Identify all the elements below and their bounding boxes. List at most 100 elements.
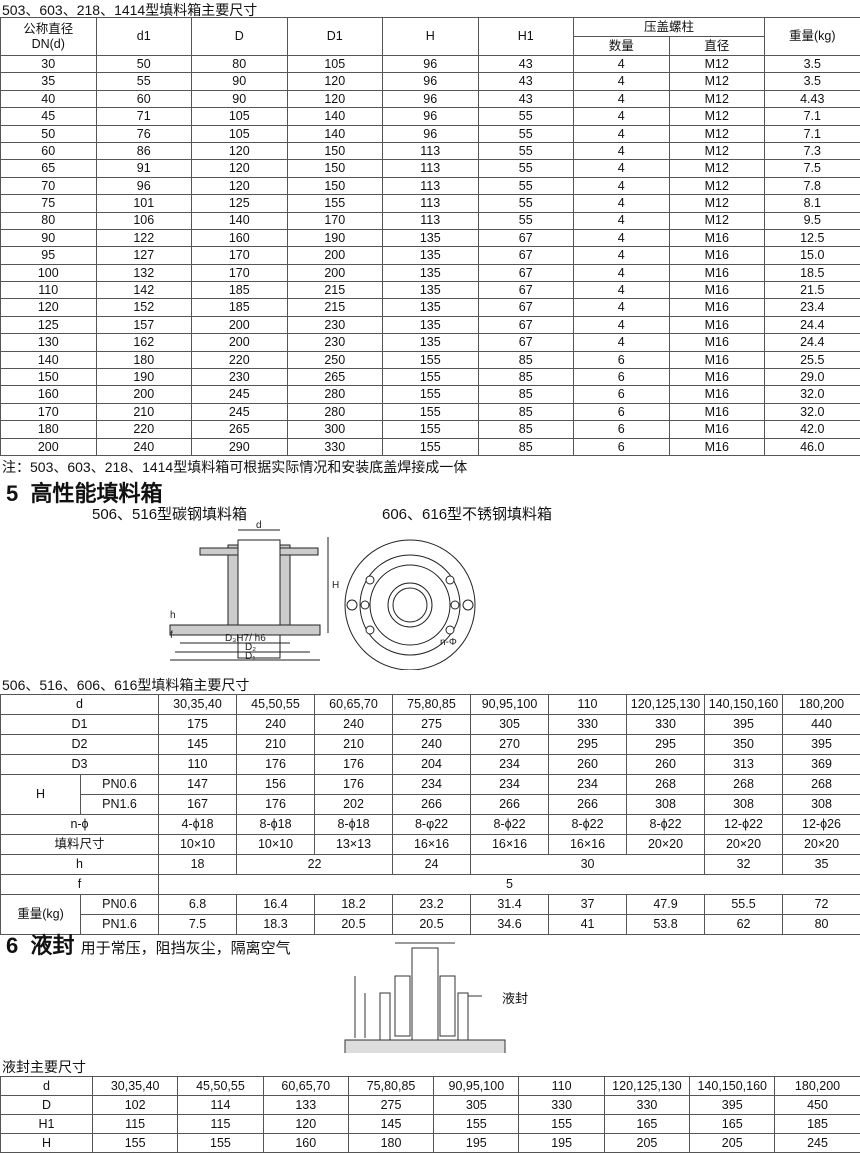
table-cell: 4	[573, 89, 670, 109]
table-cell: 65	[0, 159, 97, 178]
table-cell: 240	[95, 437, 192, 456]
row-label: D	[0, 1095, 93, 1115]
table-cell: 115	[91, 1114, 179, 1134]
table-cell: 180	[95, 350, 192, 370]
table2-title: 506、516、606、616型填料箱主要尺寸	[2, 677, 250, 693]
table-cell: 60	[0, 141, 97, 161]
table-cell: 85	[477, 420, 574, 439]
table-cell: 55.5	[704, 894, 784, 915]
table-row: 120 152 185 215 135 67 4 M16 23.4	[0, 298, 860, 317]
table-cell: 135	[382, 263, 479, 283]
table-cell: 369	[782, 754, 860, 775]
table-cell: 113	[382, 141, 479, 161]
table-cell: 20.5	[314, 914, 394, 935]
table-cell: 125	[191, 194, 288, 213]
table-cell: 50	[95, 54, 192, 74]
table3-title: 液封主要尺寸	[2, 1059, 86, 1075]
table-cell: 35	[0, 72, 97, 91]
table-cell: 127	[95, 246, 192, 265]
table-cell: 395	[782, 734, 860, 755]
table-cell: 268	[782, 774, 860, 795]
table-cell: 155	[382, 350, 479, 370]
table-cell: M12	[668, 194, 766, 213]
table-cell: M16	[668, 368, 766, 387]
table-cell: 32.0	[764, 402, 860, 422]
table1-title: 503、603、218、1414型填料箱主要尺寸	[2, 2, 258, 18]
header-quantity: 数量	[573, 36, 670, 56]
table-cell: 450	[774, 1095, 860, 1115]
table-cell: 60,65,70	[262, 1076, 349, 1096]
table-cell: 47.9	[626, 894, 706, 915]
table-cell: 155	[382, 385, 479, 404]
table-cell: 204	[392, 754, 472, 775]
table-cell: 91	[95, 159, 192, 178]
table-cell: 67	[477, 263, 574, 283]
table-cell: 35	[782, 854, 860, 875]
table-cell: 155	[433, 1114, 520, 1134]
table-cell: 43	[477, 89, 574, 109]
table-cell: 308	[782, 794, 860, 815]
table-cell: 30	[0, 54, 97, 74]
table-cell: 275	[392, 714, 472, 735]
table-row: 填料尺寸 10×10 10×10 13×13 16×16 16×16 16×16 20×20 2…	[0, 834, 860, 855]
table-cell: 135	[382, 298, 479, 317]
table-cell: 4-ϕ18	[158, 814, 238, 835]
table-row: D3 110 176 176 204 234 260 260 313 369	[0, 754, 860, 775]
table-cell: 195	[433, 1133, 520, 1153]
table-cell: 205	[689, 1133, 776, 1153]
table-cell: 90	[191, 72, 288, 91]
table-cell: 96	[95, 176, 192, 196]
table-cell: 210	[314, 734, 394, 755]
table-cell: 160	[262, 1133, 349, 1153]
table-row: 130 162 200 230 135 67 4 M16 24.4	[0, 333, 860, 352]
table-cell: 176	[314, 754, 394, 775]
table-cell: 305	[470, 714, 550, 735]
table-cell: 165	[689, 1114, 776, 1134]
table-row: D2 145 210 210 240 270 295 295 350 395	[0, 734, 860, 755]
table-row: 100 132 170 200 135 67 4 M16 18.5	[0, 263, 860, 283]
caption-carbon-steel: 506、516型碳钢填料箱	[92, 506, 248, 523]
table-row: 170 210 245 280 155 85 6 M16 32.0	[0, 402, 860, 422]
table-cell: 266	[548, 794, 628, 815]
table-row: 95 127 170 200 135 67 4 M16 15.0	[0, 246, 860, 265]
table-cell: 155	[91, 1133, 179, 1153]
table-cell: 190	[95, 368, 192, 387]
table-cell: 234	[470, 754, 550, 775]
table-cell: 20×20	[704, 834, 784, 855]
label-D1: D₁	[245, 651, 256, 662]
table-cell: 34.6	[470, 914, 550, 935]
table-cell: 18.5	[764, 263, 860, 283]
table-cell: 125	[0, 315, 97, 335]
table-cell: 85	[477, 437, 574, 456]
table-cell: 100	[0, 263, 97, 283]
table-cell: 6	[573, 437, 670, 456]
table-cell: 176	[236, 794, 316, 815]
table-cell: 7.3	[764, 141, 860, 161]
row-label: D2	[0, 734, 160, 755]
table-cell: 155	[177, 1133, 264, 1153]
table-cell: 6	[573, 402, 670, 422]
table-cell: 176	[314, 774, 394, 795]
table-cell: 300	[286, 420, 383, 439]
table-cell: 145	[347, 1114, 435, 1134]
table-row: d 30,35,40 45,50,55 60,65,70 75,80,85 90,95,1…	[0, 1076, 860, 1096]
table-cell: 43	[477, 72, 574, 91]
table-cell: 30,35,40	[91, 1076, 179, 1096]
table-cell: 5	[158, 874, 860, 895]
header-gland-bolt: 压盖螺柱	[572, 17, 766, 37]
table-cell: 113	[382, 176, 479, 196]
table-cell: 20×20	[782, 834, 860, 855]
table-cell: 4	[573, 159, 670, 178]
table-cell: 113	[382, 211, 479, 230]
table-cell: 160	[191, 228, 288, 248]
table-cell: 245	[191, 385, 288, 404]
section5-heading: 5 高性能填料箱	[6, 476, 163, 508]
table-row: D 102 114 133 275 305 330 330 395 450	[0, 1095, 860, 1115]
table-row: 40 60 90 120 96 43 4 M12 4.43	[0, 89, 860, 109]
table-cell: 170	[191, 246, 288, 265]
table-cell: 102	[91, 1095, 179, 1115]
table-cell: 10×10	[158, 834, 238, 855]
table-row: H 155 155 160 180 195 195 205 205 245	[0, 1133, 860, 1153]
table-cell: 72	[782, 894, 860, 915]
